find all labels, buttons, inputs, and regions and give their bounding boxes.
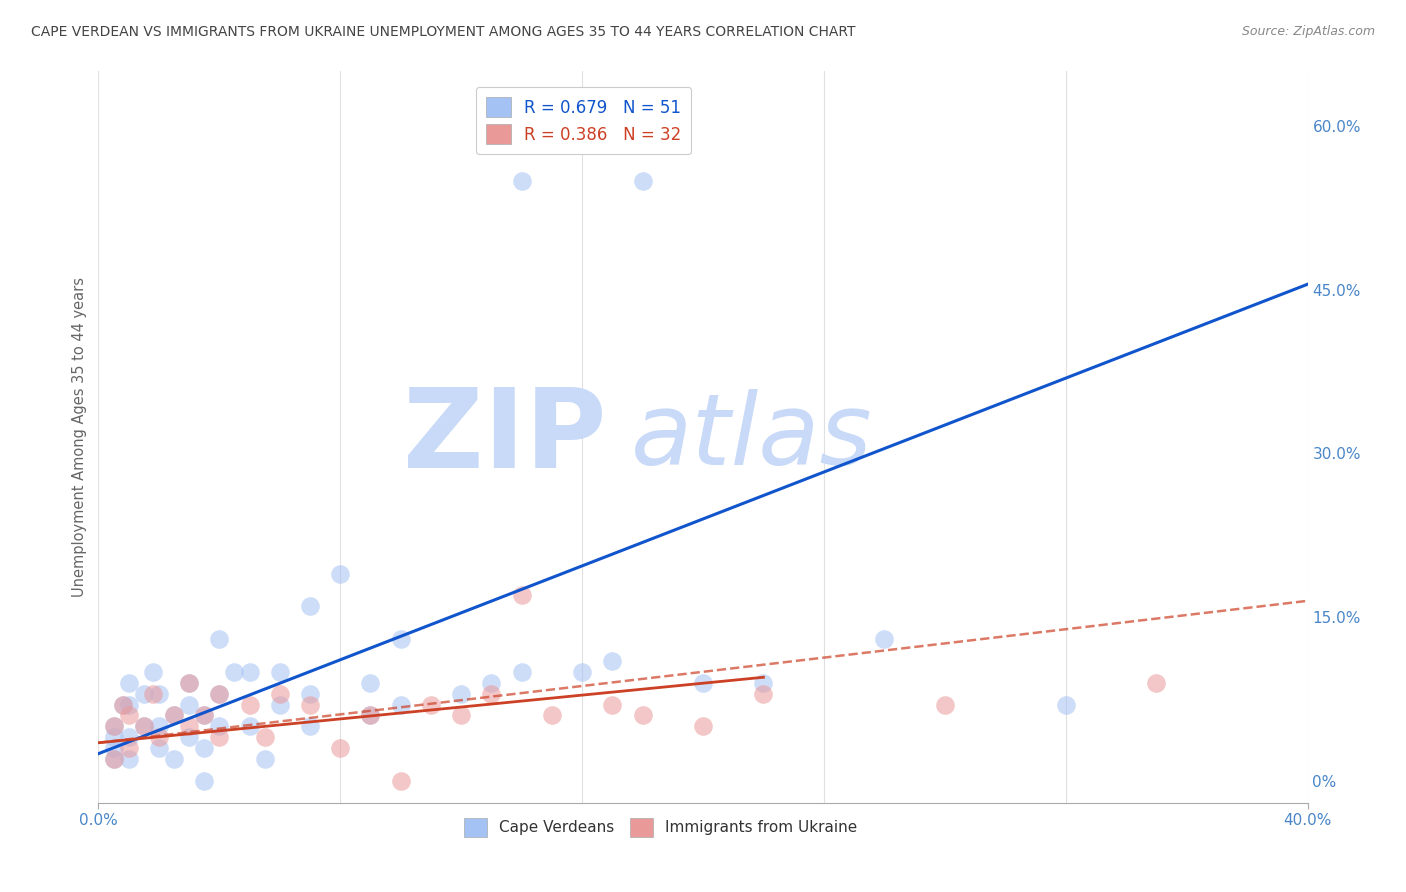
Point	[692, 719, 714, 733]
Point	[132, 719, 155, 733]
Point	[224, 665, 246, 679]
Point	[118, 741, 141, 756]
Point	[269, 665, 291, 679]
Point	[510, 173, 533, 187]
Point	[329, 566, 352, 581]
Point	[208, 731, 231, 745]
Point	[269, 687, 291, 701]
Point	[148, 719, 170, 733]
Point	[142, 687, 165, 701]
Point	[420, 698, 443, 712]
Point	[299, 687, 322, 701]
Point	[111, 698, 134, 712]
Point	[179, 675, 201, 690]
Point	[103, 752, 125, 766]
Point	[163, 708, 186, 723]
Text: Source: ZipAtlas.com: Source: ZipAtlas.com	[1241, 25, 1375, 38]
Point	[510, 588, 533, 602]
Point	[103, 731, 125, 745]
Point	[103, 752, 125, 766]
Point	[389, 774, 412, 789]
Point	[752, 687, 775, 701]
Point	[179, 731, 201, 745]
Point	[118, 708, 141, 723]
Point	[163, 752, 186, 766]
Point	[450, 687, 472, 701]
Point	[299, 599, 322, 614]
Text: atlas: atlas	[630, 389, 872, 485]
Point	[193, 774, 215, 789]
Point	[239, 698, 262, 712]
Point	[540, 708, 562, 723]
Point	[360, 708, 382, 723]
Point	[208, 632, 231, 646]
Point	[329, 741, 352, 756]
Point	[179, 698, 201, 712]
Point	[253, 752, 276, 766]
Text: ZIP: ZIP	[404, 384, 606, 491]
Text: CAPE VERDEAN VS IMMIGRANTS FROM UKRAINE UNEMPLOYMENT AMONG AGES 35 TO 44 YEARS C: CAPE VERDEAN VS IMMIGRANTS FROM UKRAINE …	[31, 25, 855, 39]
Point	[208, 719, 231, 733]
Point	[873, 632, 896, 646]
Point	[239, 665, 262, 679]
Point	[193, 708, 215, 723]
Point	[208, 687, 231, 701]
Point	[389, 632, 412, 646]
Point	[103, 741, 125, 756]
Point	[148, 687, 170, 701]
Point	[118, 698, 141, 712]
Point	[118, 731, 141, 745]
Point	[132, 719, 155, 733]
Point	[163, 708, 186, 723]
Point	[752, 675, 775, 690]
Point	[602, 698, 624, 712]
Point	[118, 752, 141, 766]
Point	[269, 698, 291, 712]
Point	[934, 698, 956, 712]
Point	[179, 675, 201, 690]
Legend: Cape Verdeans, Immigrants from Ukraine: Cape Verdeans, Immigrants from Ukraine	[458, 812, 863, 843]
Point	[179, 719, 201, 733]
Point	[103, 719, 125, 733]
Point	[631, 173, 654, 187]
Point	[142, 665, 165, 679]
Point	[602, 654, 624, 668]
Point	[103, 719, 125, 733]
Point	[253, 731, 276, 745]
Y-axis label: Unemployment Among Ages 35 to 44 years: Unemployment Among Ages 35 to 44 years	[72, 277, 87, 597]
Point	[148, 731, 170, 745]
Point	[1054, 698, 1077, 712]
Point	[239, 719, 262, 733]
Point	[193, 741, 215, 756]
Point	[360, 675, 382, 690]
Point	[571, 665, 593, 679]
Point	[118, 675, 141, 690]
Point	[208, 687, 231, 701]
Point	[631, 708, 654, 723]
Point	[510, 665, 533, 679]
Point	[299, 719, 322, 733]
Point	[148, 741, 170, 756]
Point	[193, 708, 215, 723]
Point	[481, 687, 503, 701]
Point	[111, 698, 134, 712]
Point	[132, 687, 155, 701]
Point	[360, 708, 382, 723]
Point	[450, 708, 472, 723]
Point	[692, 675, 714, 690]
Point	[1144, 675, 1167, 690]
Point	[299, 698, 322, 712]
Point	[389, 698, 412, 712]
Point	[481, 675, 503, 690]
